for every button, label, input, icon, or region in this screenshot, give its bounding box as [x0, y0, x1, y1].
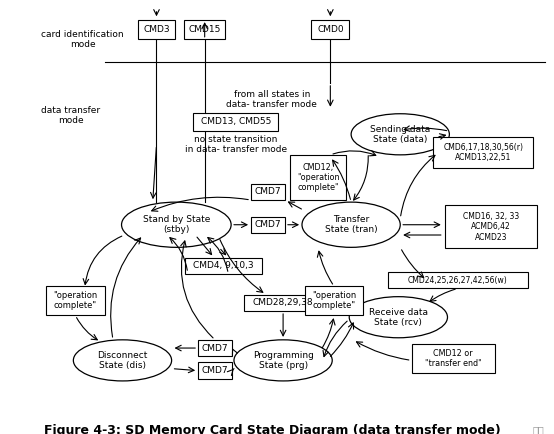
Text: Disconnect
State (dis): Disconnect State (dis): [98, 351, 148, 370]
Text: CMD3: CMD3: [143, 25, 170, 34]
Text: 博客: 博客: [532, 425, 544, 434]
Text: CMD28,29,38: CMD28,29,38: [253, 298, 314, 307]
FancyBboxPatch shape: [46, 286, 105, 315]
Ellipse shape: [302, 202, 400, 247]
Ellipse shape: [73, 340, 172, 381]
FancyBboxPatch shape: [305, 286, 363, 315]
Text: CMD12 or
"transfer end": CMD12 or "transfer end": [425, 349, 481, 368]
FancyBboxPatch shape: [311, 20, 349, 39]
Text: Figure 4-3: SD Memory Card State Diagram (data transfer mode): Figure 4-3: SD Memory Card State Diagram…: [44, 424, 501, 434]
Ellipse shape: [351, 114, 449, 155]
Text: CMD7: CMD7: [202, 366, 228, 375]
Text: Programming
State (prg): Programming State (prg): [253, 351, 314, 370]
Text: data transfer
mode: data transfer mode: [41, 106, 100, 125]
Ellipse shape: [121, 202, 231, 247]
Text: CMD24,25,26,27,42,56(w): CMD24,25,26,27,42,56(w): [408, 276, 508, 285]
FancyBboxPatch shape: [244, 295, 322, 311]
FancyBboxPatch shape: [251, 217, 285, 233]
Text: Transfer
State (tran): Transfer State (tran): [325, 215, 377, 234]
Text: from all states in
data- transfer mode: from all states in data- transfer mode: [227, 90, 317, 109]
Text: CMD4, 9,10,3: CMD4, 9,10,3: [193, 261, 254, 270]
FancyBboxPatch shape: [388, 272, 528, 289]
Text: CMD16, 32, 33
ACMD6,42
ACMD23: CMD16, 32, 33 ACMD6,42 ACMD23: [463, 212, 519, 242]
FancyBboxPatch shape: [184, 20, 225, 39]
Text: CMD7: CMD7: [202, 344, 228, 352]
FancyBboxPatch shape: [193, 113, 278, 131]
Text: card identification
mode: card identification mode: [41, 30, 124, 49]
Text: Receive data
State (rcv): Receive data State (rcv): [369, 308, 428, 327]
FancyBboxPatch shape: [185, 258, 262, 274]
FancyBboxPatch shape: [433, 138, 534, 168]
FancyBboxPatch shape: [290, 155, 346, 200]
FancyBboxPatch shape: [137, 20, 176, 39]
Text: CMD13, CMD55: CMD13, CMD55: [201, 118, 271, 126]
FancyBboxPatch shape: [251, 184, 285, 200]
Text: CMD7: CMD7: [255, 187, 281, 196]
Text: CMD7: CMD7: [255, 220, 281, 229]
Ellipse shape: [234, 340, 332, 381]
Text: CMD12,
"operation
complete": CMD12, "operation complete": [297, 163, 339, 192]
Ellipse shape: [349, 297, 448, 338]
Text: "operation
complete": "operation complete": [53, 291, 98, 310]
Text: "operation
complete": "operation complete": [312, 291, 356, 310]
FancyBboxPatch shape: [198, 362, 232, 379]
FancyBboxPatch shape: [445, 205, 537, 248]
FancyBboxPatch shape: [412, 344, 495, 373]
Text: Sending data
State (data): Sending data State (data): [370, 125, 430, 144]
FancyBboxPatch shape: [198, 340, 232, 356]
Text: CMD15: CMD15: [188, 25, 221, 34]
Text: Stand by State
(stby): Stand by State (stby): [142, 215, 210, 234]
Text: CMD6,17,18,30,56(r)
ACMD13,22,51: CMD6,17,18,30,56(r) ACMD13,22,51: [443, 143, 524, 162]
Text: no state transition
in data- transfer mode: no state transition in data- transfer mo…: [185, 135, 287, 154]
Text: CMD0: CMD0: [317, 25, 343, 34]
